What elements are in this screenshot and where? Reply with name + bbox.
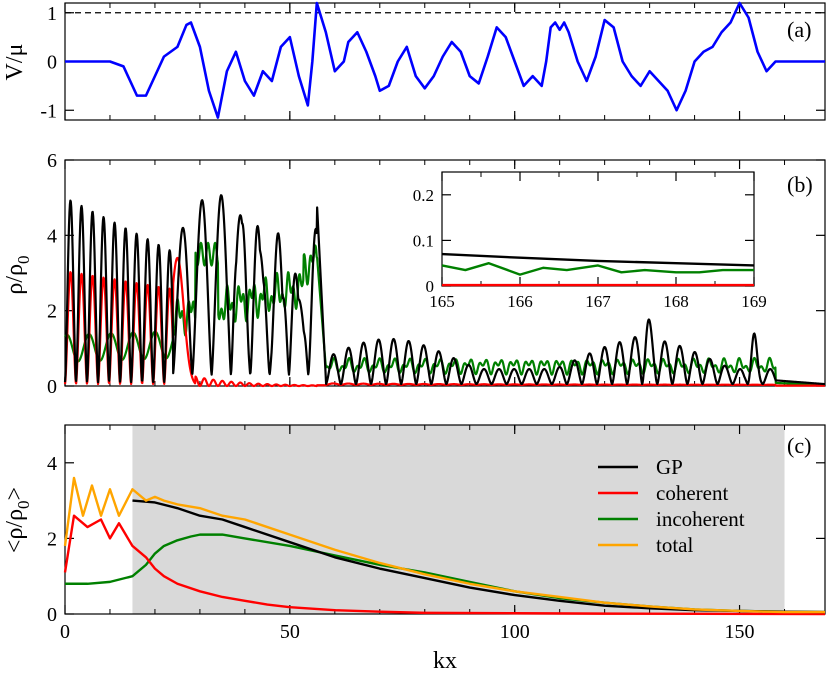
coherent-avg-line — [63, 514, 826, 616]
panel-c-ylabel-sub: 0 — [14, 500, 33, 509]
panel-a-frame — [64, 2, 826, 121]
panel-b-series — [63, 194, 826, 388]
panel-b-label: (b) — [787, 172, 813, 197]
inset-xtick-label: 169 — [741, 292, 767, 311]
inset-ytick-label: 0.1 — [413, 231, 434, 250]
inset-ytick-label: 0 — [426, 277, 435, 296]
panel-b-ytick-label: 0 — [47, 376, 57, 398]
inset-xtick-label: 166 — [507, 292, 533, 311]
panel-a-ticks: -1 0 1 — [40, 3, 825, 122]
panel-a-ytick-label: -1 — [40, 100, 57, 122]
panel-c-ylabel-main: <ρ/ρ — [2, 509, 28, 553]
x-axis-label: kx — [433, 648, 457, 673]
panel-c-ytick-label: 4 — [47, 453, 57, 475]
panel-a-potential: -1 0 1 (a) V/μ — [2, 1, 826, 122]
panel-c-ticks: 0 2 4 0 50 100 150 — [47, 425, 825, 643]
inset-xtick-label: 167 — [585, 292, 611, 311]
panel-c-ytick-label: 0 — [47, 604, 57, 626]
panel-c-xtick-label: 0 — [60, 621, 70, 643]
inset-incoherent-line — [441, 262, 754, 276]
legend-label-gp: GP — [656, 455, 683, 479]
panel-b-ylabel-sub: 0 — [14, 255, 33, 264]
panel-c-ylabel-end: > — [2, 487, 28, 501]
inset-series — [441, 252, 755, 287]
panel-a-ylabel: V/μ — [2, 44, 28, 81]
panel-c-label: (c) — [787, 433, 811, 458]
panel-b-ytick-label: 6 — [47, 150, 57, 172]
legend-label-incoherent: incoherent — [656, 507, 745, 531]
inset-GP-line — [441, 252, 755, 267]
panel-b-ytick-label: 4 — [47, 225, 57, 247]
legend-label-total: total — [656, 533, 693, 557]
panel-b-ylabel: ρ/ρ0 — [2, 255, 33, 294]
panel-c-xtick-label: 150 — [725, 621, 755, 643]
panel-a-series — [65, 1, 825, 119]
gp-line — [63, 194, 826, 386]
total-avg-line — [63, 476, 825, 614]
legend-label-coherent: coherent — [656, 481, 728, 505]
panel-a-ytick-label: 0 — [47, 52, 57, 74]
panel-a-ytick-label: 1 — [47, 3, 57, 25]
panel-b-frame — [64, 159, 826, 387]
panel-c-ylabel: <ρ/ρ0> — [2, 487, 33, 553]
inset-frame — [441, 171, 755, 287]
panel-b-ylabel-main: ρ/ρ — [2, 264, 28, 295]
inset-xtick-label: 168 — [663, 292, 689, 311]
inset-ticks: 0 0.1 0.2 165 166 167 168 169 — [413, 172, 767, 311]
panel-a-label: (a) — [787, 17, 811, 42]
panel-c-ytick-label: 2 — [47, 528, 57, 550]
panel-c-xtick-label: 50 — [280, 621, 300, 643]
panel-b-ytick-label: 2 — [47, 301, 57, 323]
panel-c-series — [63, 476, 826, 616]
potential-line — [65, 1, 825, 119]
inset-xtick-label: 165 — [429, 292, 455, 311]
panel-c-xtick-label: 100 — [500, 621, 530, 643]
panel-b-inset: 0 0.1 0.2 165 166 167 168 169 — [413, 171, 767, 311]
coherent-line — [63, 256, 826, 388]
inset-ytick-label: 0.2 — [413, 186, 434, 205]
